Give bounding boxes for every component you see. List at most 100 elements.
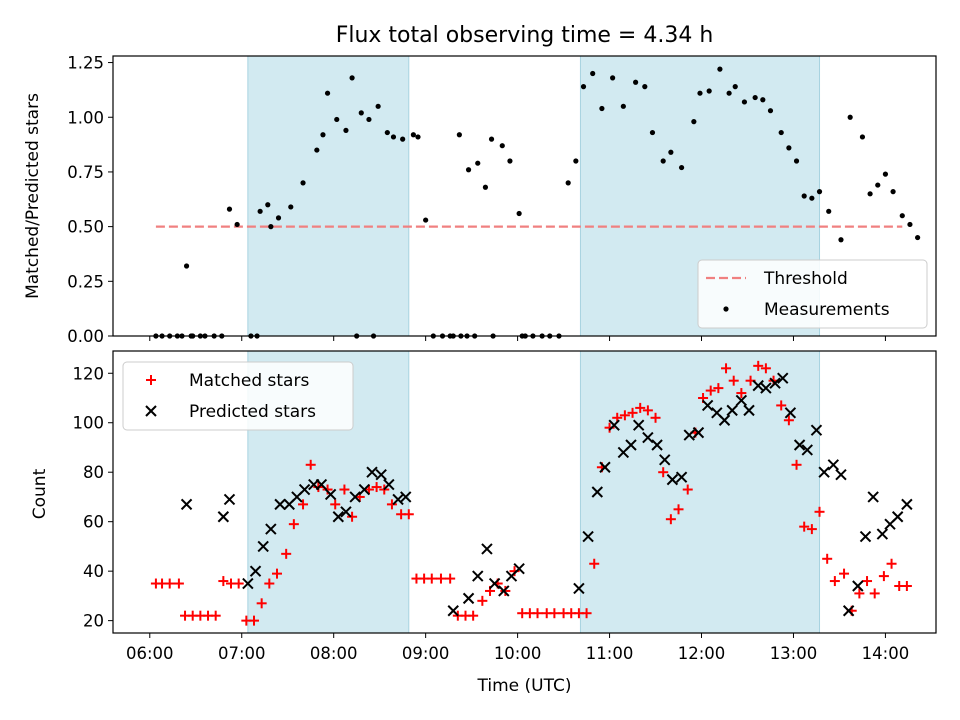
matched-stars-point	[271, 568, 282, 579]
matched-stars-point	[783, 415, 794, 426]
measurements-point	[275, 215, 282, 221]
matched-stars-point	[814, 506, 825, 517]
predicted-stars-point	[447, 605, 459, 617]
top-y-tick-label: 0.00	[67, 327, 104, 346]
matched-stars-point	[806, 524, 817, 535]
measurements-point	[482, 184, 489, 190]
measurements-point	[875, 182, 881, 188]
matched-stars-point	[210, 610, 221, 621]
matched-stars-point	[256, 598, 267, 609]
bottom-shaded-window-1	[579, 350, 821, 634]
predicted-stars-point	[358, 483, 371, 496]
bottom-y-tick-label: 40	[83, 562, 104, 581]
matched-stars-point	[878, 571, 889, 582]
predicted-stars-point	[242, 577, 254, 590]
measurements-point	[786, 145, 792, 151]
measurements-point	[183, 263, 190, 269]
measurements-point	[599, 105, 605, 112]
predicted-stars-point	[599, 461, 611, 473]
measurements-point	[573, 158, 579, 164]
measurements-point	[610, 75, 616, 81]
predicted-stars-point	[180, 498, 193, 511]
predicted-stars-point	[867, 491, 879, 503]
measurements-point	[620, 103, 626, 109]
matched-stars-point	[665, 514, 676, 525]
matched-stars-point	[386, 499, 397, 510]
predicted-stars-point	[666, 473, 679, 486]
matched-stars-point	[298, 499, 309, 510]
legend-predicted-swatch	[145, 405, 157, 417]
measurements-point	[809, 195, 815, 201]
predicted-stars-point	[462, 592, 475, 605]
measurements-point	[415, 134, 421, 140]
predicted-stars-point	[332, 511, 344, 523]
matched-stars-point	[713, 383, 724, 394]
predicted-stars-point	[891, 511, 904, 523]
matched-stars-point	[218, 576, 229, 587]
predicted-stars-point	[392, 493, 404, 506]
measurements-point	[507, 158, 513, 164]
predicted-stars-point	[683, 429, 695, 441]
measurements-point	[375, 103, 381, 109]
measurements-point	[580, 84, 587, 90]
predicted-stars-point	[760, 382, 772, 394]
bottom-axes-frame	[112, 350, 937, 634]
predicted-stars-point	[876, 528, 889, 540]
matched-stars-point	[869, 588, 880, 599]
matched-stars-point	[886, 558, 897, 569]
matched-stars-point	[468, 610, 479, 621]
x-tick-label: 09:00	[402, 644, 450, 663]
matched-stars-point	[799, 521, 810, 532]
x-tick-label: 07:00	[218, 644, 266, 663]
predicted-stars-point	[274, 498, 286, 511]
measurements-point	[343, 127, 349, 133]
matched-stars-point	[728, 375, 739, 386]
predicted-stars-point	[859, 530, 872, 543]
predicted-stars-point	[383, 478, 395, 491]
predicted-stars-point	[675, 471, 688, 483]
matched-stars-point	[248, 615, 259, 626]
predicted-stars-point	[315, 478, 328, 491]
measurements-point	[465, 167, 472, 173]
measurements-point	[752, 94, 758, 101]
measurements-point	[590, 70, 596, 77]
matched-stars-point	[791, 459, 802, 470]
predicted-stars-point	[217, 511, 230, 523]
predicted-stars-point	[625, 439, 637, 451]
measurements-point	[847, 114, 853, 120]
matched-stars-point	[658, 467, 669, 478]
predicted-stars-point	[743, 404, 755, 417]
predicted-stars-point	[513, 562, 525, 575]
measurements-point	[226, 206, 233, 212]
bottom-legend: Matched stars Predicted stars	[122, 361, 354, 431]
measurements-point	[816, 189, 823, 195]
measurements-point	[668, 149, 674, 155]
predicted-stars-point	[349, 491, 361, 503]
predicted-stars-point	[608, 419, 620, 431]
predicted-stars-point	[324, 488, 337, 501]
predicted-stars-point	[842, 605, 855, 617]
legend-label: Measurements	[764, 300, 890, 320]
matched-stars-point	[264, 578, 275, 589]
bottom-y-tick-label: 80	[83, 463, 104, 482]
matched-stars-point	[164, 578, 175, 589]
predicted-stars-point	[726, 404, 738, 417]
measurements-point	[320, 132, 326, 138]
measurements-point	[778, 129, 784, 136]
predicted-stars-point	[642, 431, 654, 444]
matched-stars-point	[862, 576, 873, 587]
bottom-legend-box	[122, 361, 354, 431]
bottom-y-axis-label: Count	[30, 468, 50, 519]
measurements-point	[915, 234, 921, 241]
measurements-point	[760, 97, 766, 103]
measurements-point	[366, 116, 372, 123]
legend-label: Matched stars	[189, 371, 309, 391]
predicted-stars-point	[257, 540, 269, 553]
matched-stars-point	[753, 360, 764, 371]
x-tick-label: 06:00	[126, 644, 174, 663]
predicted-stars-point	[375, 468, 387, 481]
measurements-point	[741, 99, 748, 105]
measurements-point	[859, 134, 866, 140]
top-axes-frame	[112, 55, 937, 337]
